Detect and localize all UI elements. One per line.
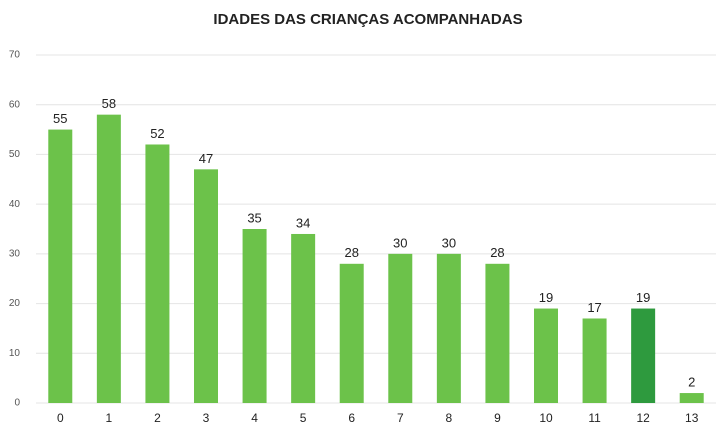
x-tick-label: 8 — [446, 411, 453, 425]
value-label: 30 — [393, 235, 407, 250]
bar — [485, 263, 510, 403]
value-label: 35 — [247, 210, 261, 225]
value-label: 19 — [636, 290, 650, 305]
x-tick-label: 4 — [251, 411, 258, 425]
value-label: 19 — [539, 290, 553, 305]
y-tick-label: 10 — [9, 348, 21, 359]
value-label: 17 — [587, 300, 601, 315]
x-tick-label: 11 — [588, 411, 601, 425]
bar — [194, 169, 218, 403]
y-tick-label: 0 — [14, 398, 20, 409]
value-label: 34 — [296, 215, 310, 230]
bar — [388, 253, 413, 403]
x-tick-label: 1 — [106, 411, 113, 425]
x-tick-label: 7 — [397, 411, 404, 425]
y-tick-label: 70 — [9, 50, 21, 61]
value-label: 2 — [688, 374, 695, 389]
value-label: 28 — [490, 245, 504, 260]
value-label: 28 — [344, 245, 358, 260]
y-tick-label: 20 — [9, 298, 21, 309]
y-tick-label: 50 — [9, 149, 21, 160]
x-tick-label: 10 — [539, 411, 553, 425]
bar — [242, 229, 267, 403]
x-tick-label: 5 — [300, 411, 307, 425]
bar — [96, 114, 121, 404]
x-tick-label: 9 — [494, 411, 501, 425]
value-label: 30 — [442, 235, 456, 250]
chart-title: IDADES DAS CRIANÇAS ACOMPANHADAS — [213, 11, 522, 28]
value-label: 47 — [199, 151, 213, 166]
bar — [436, 253, 461, 403]
x-tick-label: 3 — [203, 411, 210, 425]
bar — [631, 308, 656, 403]
bar — [679, 393, 704, 403]
x-tick-label: 2 — [154, 411, 161, 425]
x-tick-label: 6 — [348, 411, 355, 425]
bar — [291, 233, 316, 403]
bar — [534, 308, 558, 403]
y-tick-label: 60 — [9, 99, 21, 110]
x-tick-label: 13 — [685, 411, 699, 425]
y-tick-label: 30 — [9, 248, 21, 259]
x-tick-label: 0 — [57, 411, 64, 425]
value-label: 58 — [102, 96, 116, 111]
bar — [582, 318, 607, 403]
x-tick-label: 12 — [636, 411, 650, 425]
y-tick-label: 40 — [9, 199, 21, 210]
bar — [48, 129, 73, 404]
bar — [145, 144, 170, 403]
value-label: 55 — [53, 111, 67, 126]
bar — [339, 263, 364, 403]
value-label: 52 — [150, 126, 164, 141]
